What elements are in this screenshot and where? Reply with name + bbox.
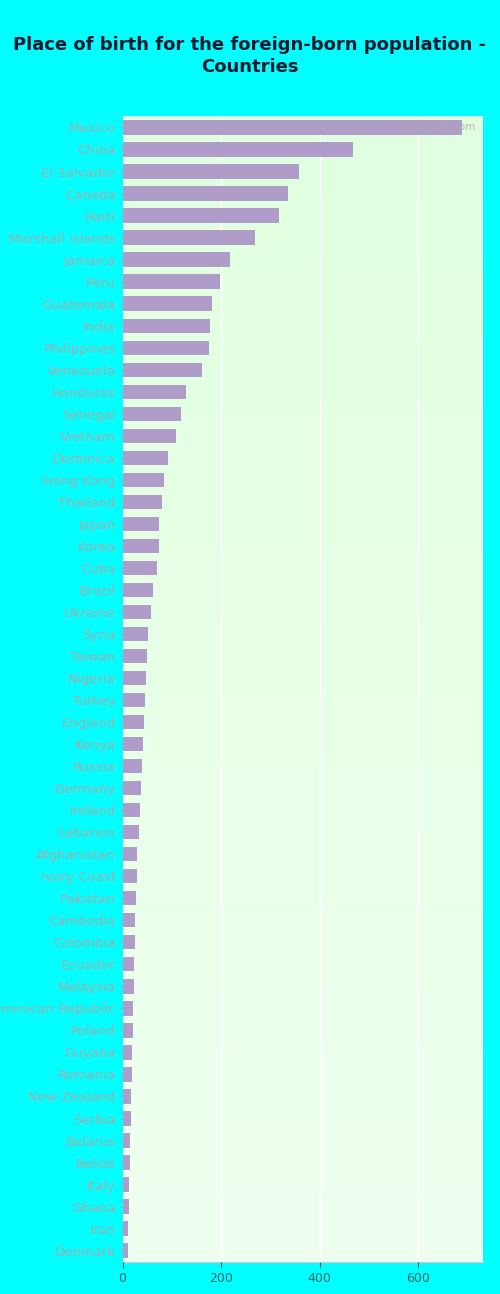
Bar	[122, 340, 209, 355]
Bar	[122, 1090, 132, 1104]
Bar	[122, 826, 139, 840]
Bar	[122, 1178, 130, 1192]
Bar	[122, 428, 176, 443]
Bar	[122, 692, 144, 708]
Bar	[122, 318, 210, 333]
Bar	[122, 164, 299, 179]
Bar	[122, 1244, 128, 1258]
Bar	[122, 1134, 130, 1148]
Bar	[122, 980, 134, 994]
Bar	[122, 760, 142, 774]
Bar	[122, 738, 142, 752]
Bar	[122, 848, 138, 862]
Bar	[122, 648, 147, 664]
Bar	[122, 936, 135, 950]
Bar	[122, 208, 280, 223]
Bar	[122, 1024, 133, 1038]
Bar	[122, 714, 144, 730]
Bar	[122, 892, 136, 906]
Bar	[122, 670, 146, 686]
Bar	[122, 384, 186, 399]
Bar	[122, 406, 180, 421]
Bar	[122, 870, 137, 884]
Bar	[122, 252, 230, 267]
Bar	[122, 450, 168, 465]
Bar	[122, 914, 136, 928]
Bar	[122, 1112, 131, 1126]
Bar	[122, 1046, 132, 1060]
Text: Place of birth for the foreign-born population -
Countries: Place of birth for the foreign-born popu…	[14, 36, 486, 76]
Bar	[122, 120, 462, 135]
Bar	[122, 230, 254, 245]
Bar	[122, 958, 134, 972]
Bar	[122, 494, 162, 509]
Bar	[122, 1068, 132, 1082]
Bar	[122, 1222, 128, 1236]
Bar	[122, 1002, 134, 1016]
Bar	[122, 804, 140, 818]
Bar	[122, 626, 148, 641]
Text: ⓘ City-Data.com: ⓘ City-Data.com	[391, 122, 475, 132]
Bar	[122, 1200, 129, 1214]
Bar	[122, 296, 212, 311]
Bar	[122, 472, 164, 487]
Bar	[122, 560, 157, 575]
Bar	[122, 186, 288, 201]
Bar	[122, 362, 202, 377]
Bar	[122, 142, 354, 157]
Bar	[122, 1156, 130, 1170]
Bar	[122, 538, 158, 553]
Bar	[122, 274, 220, 289]
Bar	[122, 516, 160, 531]
Bar	[122, 782, 140, 796]
Bar	[122, 604, 150, 619]
Bar	[122, 582, 153, 597]
